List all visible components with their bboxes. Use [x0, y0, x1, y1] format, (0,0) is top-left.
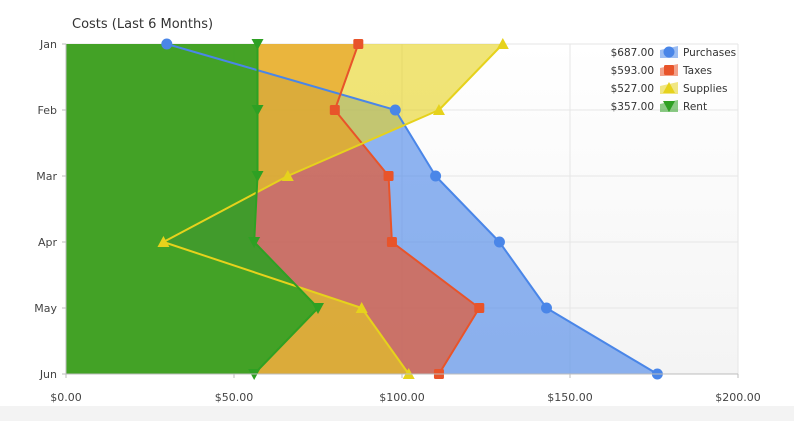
point-rent-apr[interactable] [248, 237, 261, 248]
x-tick-label: $100.00 [379, 391, 425, 404]
legend-marker[interactable] [663, 46, 675, 58]
point-purchases-apr[interactable] [493, 236, 505, 248]
x-tick-label: $150.00 [547, 391, 593, 404]
legend-label: Rent [683, 101, 707, 113]
point-purchases-jan[interactable] [161, 38, 173, 50]
point-supplies-mar[interactable] [281, 170, 294, 181]
legend-label: Taxes [682, 65, 712, 77]
legend-label: Supplies [683, 83, 727, 95]
bottom-band [0, 406, 794, 421]
point-rent-feb[interactable] [251, 105, 264, 116]
x-tick-label: $50.00 [215, 391, 254, 404]
legend-item-taxes[interactable]: $593.00 Taxes [611, 64, 712, 77]
x-axis: $0.00 $50.00 $100.00 $150.00 $200.00 [50, 373, 761, 404]
point-supplies-jan[interactable] [496, 38, 509, 49]
legend-item-purchases[interactable]: $687.00 Purchases [611, 46, 737, 59]
y-tick-label: May [34, 302, 57, 315]
line-rent [253, 44, 319, 375]
point-taxes-apr[interactable] [386, 237, 397, 247]
y-tick-label: Jun [39, 368, 57, 381]
line-purchases [166, 43, 658, 375]
point-taxes-mar[interactable] [383, 171, 394, 181]
area-rent [66, 44, 318, 374]
legend-total: $593.00 [611, 65, 654, 77]
legend-label: Purchases [683, 47, 736, 59]
series-markers [157, 38, 663, 380]
y-axis: Jan Feb Mar Apr May Jun [34, 38, 67, 381]
point-taxes-feb[interactable] [329, 105, 340, 115]
point-rent-mar[interactable] [251, 171, 264, 182]
point-taxes-may[interactable] [474, 303, 485, 313]
series-areas [66, 44, 658, 374]
legend-marker[interactable] [663, 101, 675, 112]
chart-title: Costs (Last 6 Months) [72, 17, 213, 32]
legend-total: $687.00 [611, 47, 654, 59]
point-supplies-may[interactable] [355, 302, 368, 313]
legend-item-rent[interactable]: $357.00 Rent [611, 100, 707, 113]
legend[interactable]: $687.00 Purchases $593.00 Taxes $527.00 Suppl… [611, 46, 737, 113]
legend-total: $527.00 [611, 83, 654, 95]
y-tick-label: Apr [38, 236, 58, 249]
point-purchases-feb[interactable] [389, 104, 401, 116]
series-lines [162, 43, 658, 375]
x-tick-label: $0.00 [50, 391, 82, 404]
point-purchases-mar[interactable] [430, 170, 442, 182]
y-tick-label: Feb [38, 104, 57, 117]
point-taxes-jan[interactable] [353, 39, 364, 49]
legend-marker[interactable] [663, 82, 675, 93]
point-rent-jan[interactable] [251, 39, 264, 50]
x-tick-label: $200.00 [715, 391, 761, 404]
legend-marker[interactable] [664, 65, 674, 75]
line-supplies [162, 43, 504, 375]
legend-item-supplies[interactable]: $527.00 Supplies [611, 82, 728, 95]
legend-total: $357.00 [611, 101, 654, 113]
point-supplies-apr[interactable] [157, 236, 170, 247]
point-rent-may[interactable] [312, 303, 324, 314]
y-tick-label: Jan [39, 38, 57, 51]
point-purchases-may[interactable] [540, 302, 552, 314]
point-supplies-feb[interactable] [432, 104, 445, 115]
y-tick-label: Mar [36, 170, 57, 183]
line-taxes [333, 43, 481, 375]
